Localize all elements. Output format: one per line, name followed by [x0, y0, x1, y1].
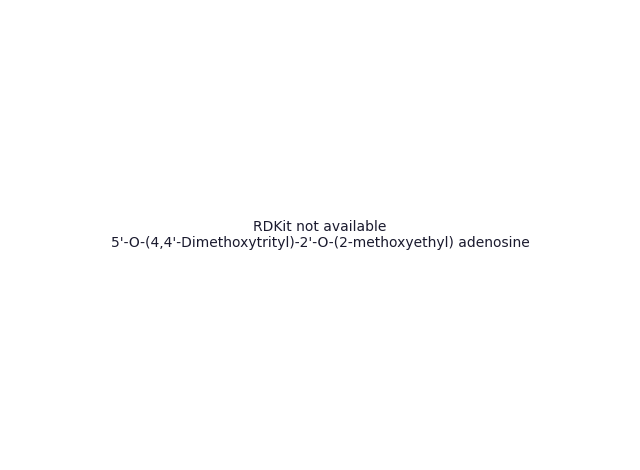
Text: RDKit not available
5'-O-(4,4'-Dimethoxytrityl)-2'-O-(2-methoxyethyl) adenosine: RDKit not available 5'-O-(4,4'-Dimethoxy…	[111, 220, 529, 250]
